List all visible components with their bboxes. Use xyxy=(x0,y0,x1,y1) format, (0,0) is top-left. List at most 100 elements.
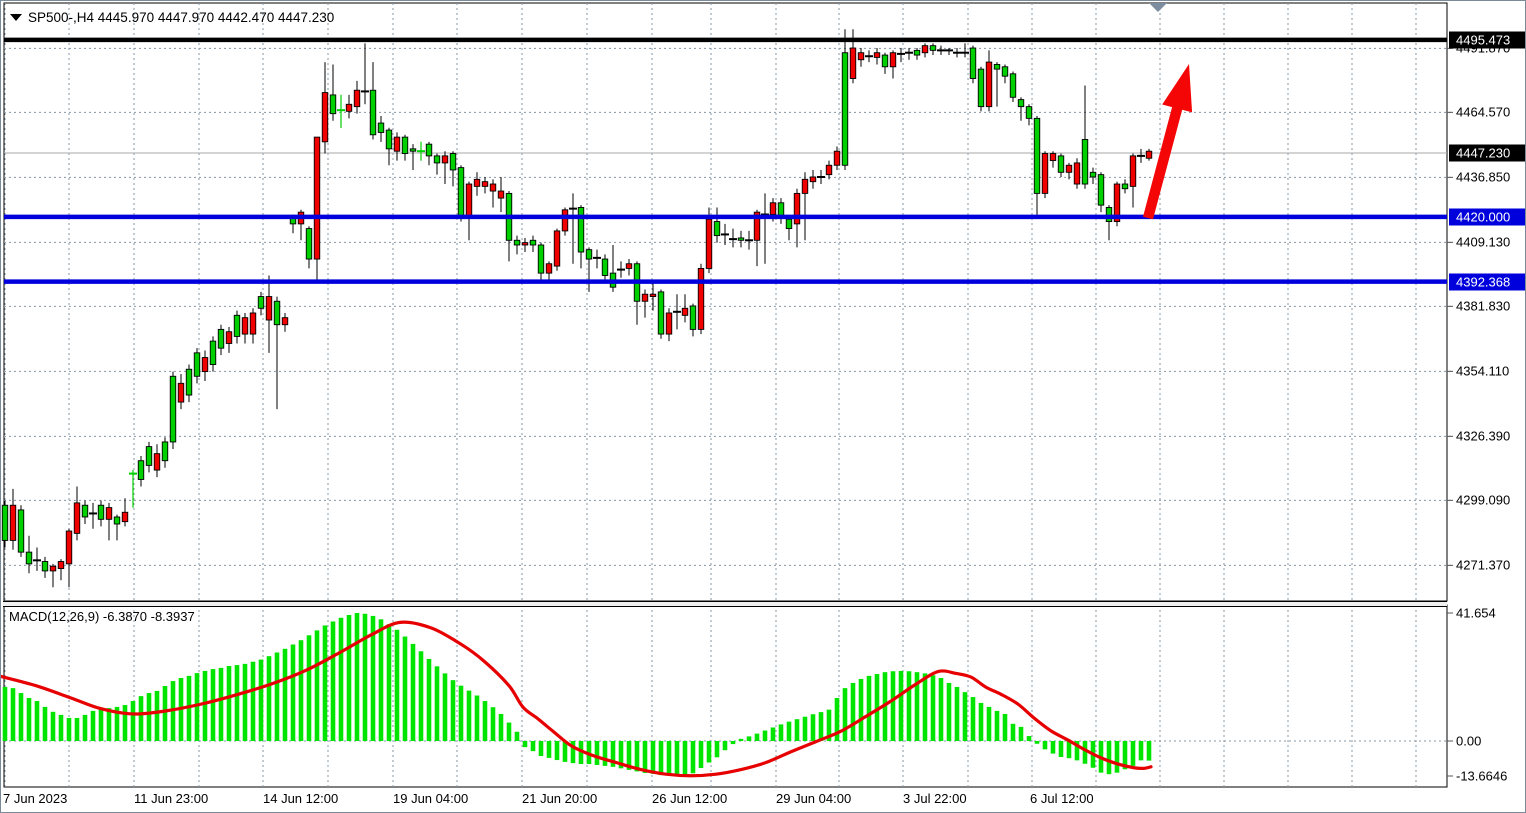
macd-histogram-bar xyxy=(394,629,400,741)
time-label: 7 Jun 2023 xyxy=(3,791,68,806)
bull-candle xyxy=(1089,171,1097,178)
macd-histogram-bar xyxy=(554,741,560,761)
macd-histogram-bar xyxy=(98,709,104,741)
macd-histogram-bar xyxy=(1130,741,1136,766)
bull-candle xyxy=(929,45,937,51)
bull-candle xyxy=(537,244,545,274)
macd-histogram-bar xyxy=(138,696,144,741)
bear-candle xyxy=(1073,162,1081,185)
macd-histogram-bar xyxy=(810,714,816,741)
macd-histogram-bar xyxy=(274,652,280,741)
bull-candle xyxy=(425,143,433,157)
macd-histogram-bar xyxy=(314,630,320,741)
macd-histogram-bar xyxy=(1058,741,1064,757)
macd-histogram-bar xyxy=(146,693,152,741)
bear-candle xyxy=(321,92,329,143)
macd-histogram-bar xyxy=(386,624,392,741)
bear-candle xyxy=(801,178,809,194)
bear-candle xyxy=(393,136,401,152)
time-label: 11 Jun 23:00 xyxy=(134,791,209,806)
macd-histogram-bar xyxy=(562,741,568,762)
bull-candle xyxy=(841,52,849,166)
macd-histogram-bar xyxy=(786,721,792,741)
macd-histogram-bar xyxy=(194,673,200,741)
price-panel[interactable] xyxy=(3,2,1448,602)
macd-histogram-bar xyxy=(930,675,936,741)
bull-candle xyxy=(385,129,393,150)
bull-candle xyxy=(1025,106,1033,119)
bear-candle xyxy=(833,150,841,166)
macd-histogram-bar xyxy=(242,663,248,741)
bull-candle xyxy=(1,504,9,541)
bear-candle xyxy=(489,183,497,192)
bull-candle xyxy=(737,237,745,241)
macd-histogram-bar xyxy=(1034,741,1040,744)
macd-histogram-bar xyxy=(978,702,984,741)
macd-histogram-bar xyxy=(466,690,472,741)
macd-histogram-bar xyxy=(578,741,584,765)
bear-candle xyxy=(561,209,569,232)
bear-candle xyxy=(153,453,161,471)
macd-tick-label: 41.654 xyxy=(1456,605,1496,621)
macd-histogram-bar xyxy=(74,717,80,741)
macd-histogram-bar xyxy=(306,635,312,741)
macd-histogram-bar xyxy=(354,613,360,741)
macd-histogram-bar xyxy=(490,707,496,741)
price-tick-label: 4354.110 xyxy=(1456,363,1510,379)
bear-candle xyxy=(313,136,321,260)
macd-histogram-bar xyxy=(298,640,304,741)
macd-histogram-bar xyxy=(690,741,696,774)
bull-candle xyxy=(97,504,105,520)
macd-histogram-bar xyxy=(962,692,968,741)
bull-candle xyxy=(657,291,665,335)
bear-candle xyxy=(769,202,777,215)
bull-candle xyxy=(529,239,537,246)
macd-histogram-bar xyxy=(1114,741,1120,773)
trend-arrow[interactable] xyxy=(1143,64,1193,220)
chart-shift-marker-icon[interactable] xyxy=(1149,3,1167,12)
macd-histogram-bar xyxy=(402,636,408,741)
macd-histogram-bar xyxy=(770,727,776,741)
macd-histogram-bar xyxy=(1018,726,1024,741)
macd-histogram-bar xyxy=(890,671,896,741)
bear-candle xyxy=(105,507,113,520)
time-label: 21 Jun 20:00 xyxy=(522,791,598,806)
panel-splitter[interactable] xyxy=(3,601,1447,607)
bear-candle xyxy=(65,530,73,565)
macd-histogram-bar xyxy=(122,705,128,741)
macd-histogram-bar xyxy=(426,658,432,741)
bull-candle xyxy=(81,504,89,518)
macd-histogram-bar xyxy=(498,713,504,741)
bull-candle xyxy=(161,441,169,462)
bull-candle xyxy=(273,300,281,326)
bear-candle xyxy=(177,382,185,403)
bull-candle xyxy=(457,167,465,218)
bull-candle xyxy=(713,221,721,237)
macd-histogram-bar xyxy=(986,706,992,741)
bear-candle xyxy=(1049,153,1057,162)
macd-histogram-bar xyxy=(706,741,712,763)
macd-histogram-bar xyxy=(1066,741,1072,759)
macd-histogram-bar xyxy=(362,613,368,741)
bull-candle xyxy=(113,516,121,525)
macd-histogram-bar xyxy=(970,697,976,741)
bear-candle xyxy=(49,565,57,572)
macd-histogram-bar xyxy=(634,741,640,772)
bull-candle xyxy=(193,352,201,377)
bear-candle xyxy=(1113,183,1121,222)
symbol-dropdown-icon[interactable] xyxy=(10,14,22,21)
macd-histogram-bar xyxy=(506,722,512,741)
bull-candle xyxy=(377,122,385,133)
bear-candle xyxy=(265,296,273,321)
bull-candle xyxy=(785,218,793,230)
price-badge: 4447.230 xyxy=(1449,144,1525,162)
bull-candle xyxy=(185,368,193,396)
bull-candle xyxy=(25,551,33,565)
bull-candle xyxy=(1081,139,1089,185)
macd-histogram-bar xyxy=(738,738,744,741)
bull-candle xyxy=(409,148,417,152)
macd-tick-label: -13.6646 xyxy=(1456,768,1508,784)
time-label: 14 Jun 12:00 xyxy=(263,791,339,806)
bear-candle xyxy=(225,331,233,344)
